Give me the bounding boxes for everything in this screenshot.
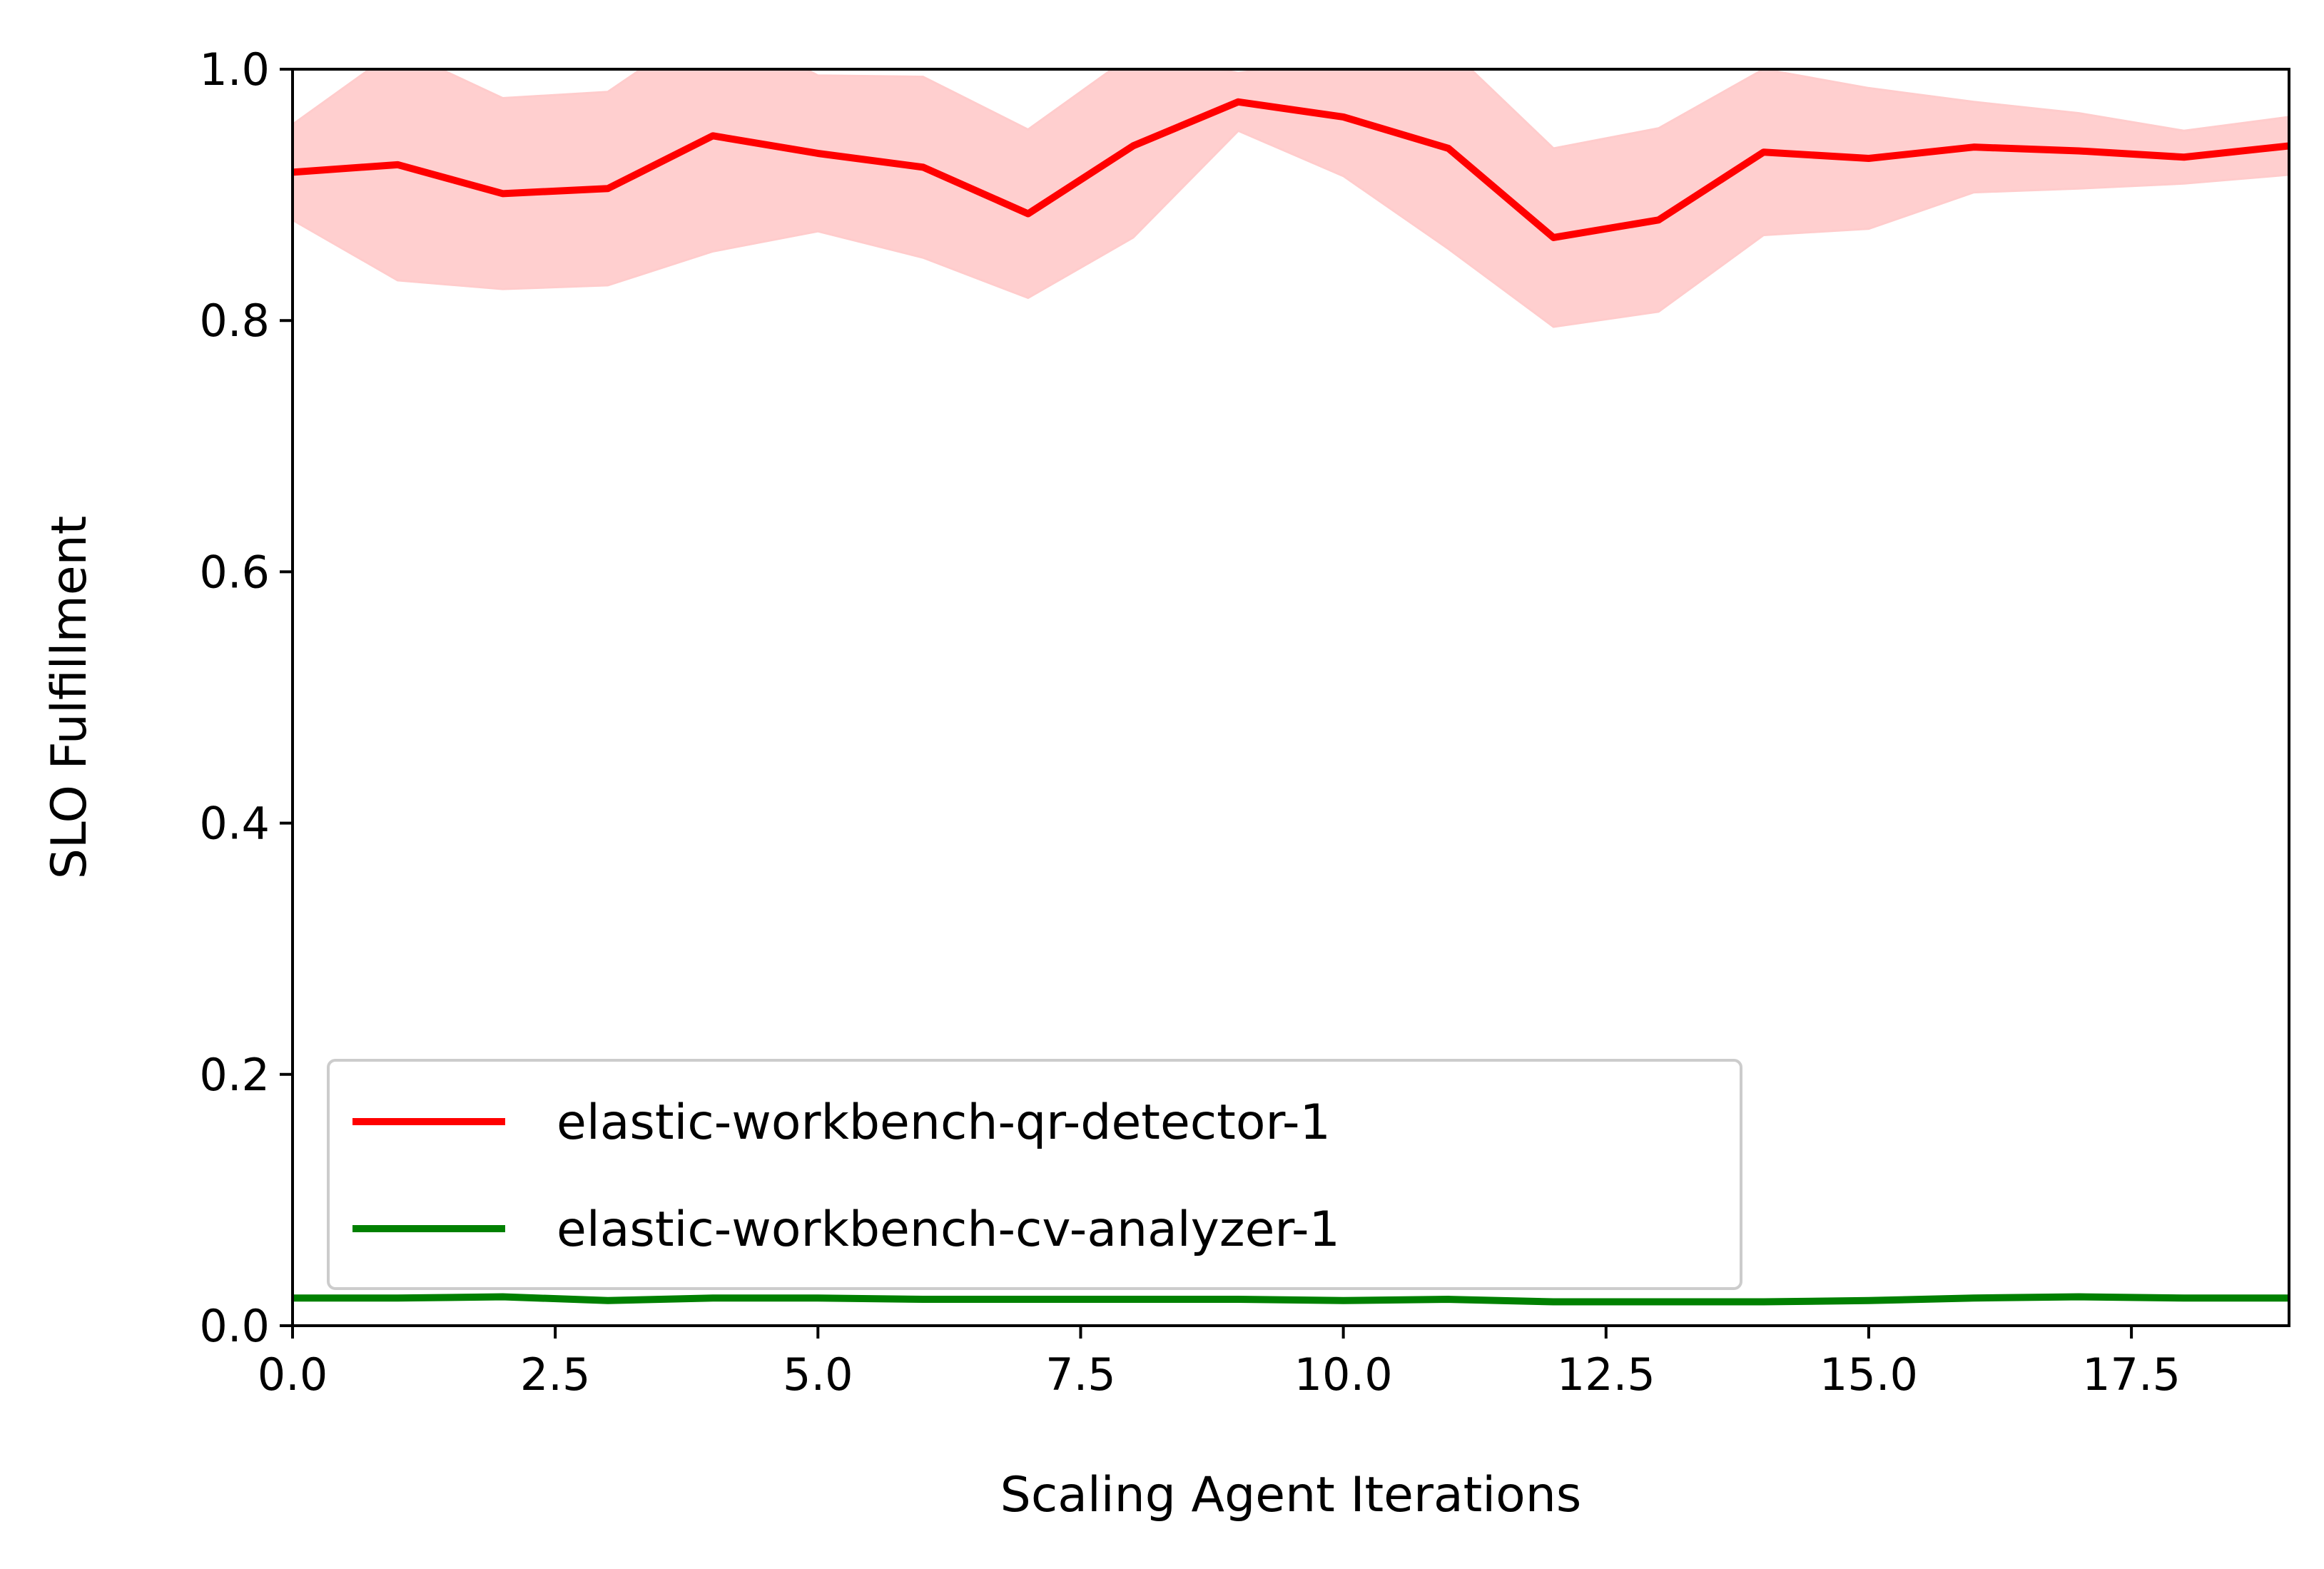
- plot-frame: [291, 68, 2290, 1327]
- x-tick-label: 15.0: [1820, 1349, 1918, 1401]
- y-tick-label: 1.0: [199, 44, 270, 96]
- x-axis-ticks: 0.0 2.5 5.0 7.5 10.0 12.5 15.0 17.5: [258, 1326, 2181, 1401]
- line-elastic-workbench-qr-detector-1: [293, 98, 2289, 241]
- y-axis-ticks: 0.0 0.2 0.4 0.6 0.8 1.0: [199, 44, 293, 1352]
- y-tick-label: 0.4: [199, 798, 270, 850]
- y-tick-label: 0.8: [199, 295, 270, 347]
- legend: elastic-workbench-qr-detector-1 elastic-…: [327, 1059, 1742, 1290]
- legend-label-qr-detector: elastic-workbench-qr-detector-1: [557, 1095, 1331, 1151]
- band-elastic-workbench-qr-detector-1: [293, 69, 2289, 328]
- y-tick-label: 0.6: [199, 546, 270, 598]
- x-axis-label: Scaling Agent Iterations: [1000, 1467, 1582, 1523]
- x-tick-label: 12.5: [1557, 1349, 1655, 1401]
- x-tick-label: 10.0: [1294, 1349, 1393, 1401]
- series-lines: [293, 98, 2289, 1306]
- x-tick-label: 17.5: [2082, 1349, 2181, 1401]
- x-tick-label: 5.0: [783, 1349, 853, 1401]
- legend-box: [327, 1059, 1742, 1290]
- x-tick-label: 7.5: [1045, 1349, 1116, 1401]
- y-axis-label: SLO Fulfillment: [41, 516, 98, 880]
- x-tick-label: 2.5: [520, 1349, 591, 1401]
- legend-label-cv-analyzer: elastic-workbench-cv-analyzer-1: [557, 1202, 1340, 1258]
- y-tick-label: 0.2: [199, 1049, 270, 1101]
- y-tick-label: 0.0: [199, 1300, 270, 1352]
- line-elastic-workbench-cv-analyzer-1: [293, 1293, 2289, 1306]
- confidence-bands: [293, 69, 2289, 328]
- x-tick-label: 0.0: [258, 1349, 328, 1401]
